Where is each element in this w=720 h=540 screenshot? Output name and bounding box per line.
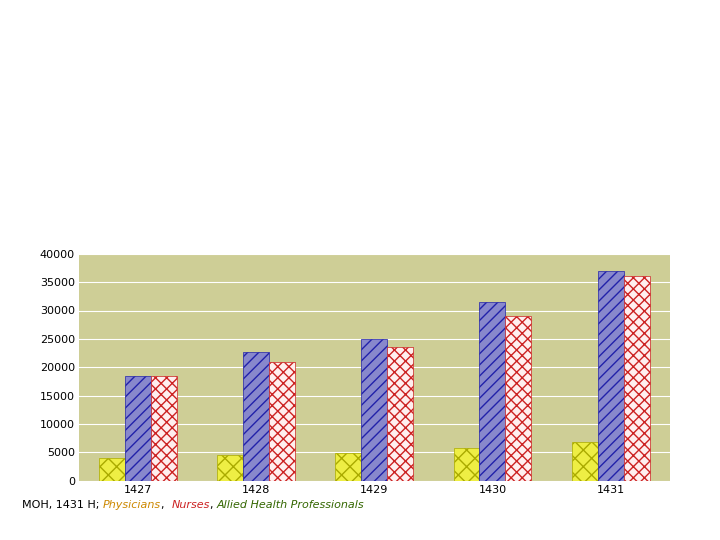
Text: Physicians: Physicians — [103, 500, 161, 510]
Text: MOH, 1431 H;: MOH, 1431 H; — [22, 500, 103, 510]
Bar — [387, 347, 413, 481]
Bar — [336, 454, 361, 481]
Bar — [598, 271, 624, 481]
Text: Trends in Saudi Manpower (Medical: Trends in Saudi Manpower (Medical — [21, 158, 412, 177]
Bar — [217, 455, 243, 481]
Bar — [480, 302, 505, 481]
Bar — [99, 458, 125, 481]
Bar — [454, 448, 480, 481]
Text: Categories) MOH 1427 - 1431 H;: Categories) MOH 1427 - 1431 H; — [21, 203, 375, 222]
Bar — [125, 376, 151, 481]
Bar — [269, 362, 295, 481]
Bar — [151, 376, 177, 481]
Bar — [361, 339, 387, 481]
Bar — [505, 316, 531, 481]
Text: Allied Health Professionals: Allied Health Professionals — [217, 500, 364, 510]
Bar — [572, 442, 598, 481]
Text: Nurses: Nurses — [171, 500, 210, 510]
Text: ,: , — [210, 500, 217, 510]
Bar — [624, 276, 649, 481]
Text: ,: , — [161, 500, 171, 510]
Bar — [243, 352, 269, 481]
